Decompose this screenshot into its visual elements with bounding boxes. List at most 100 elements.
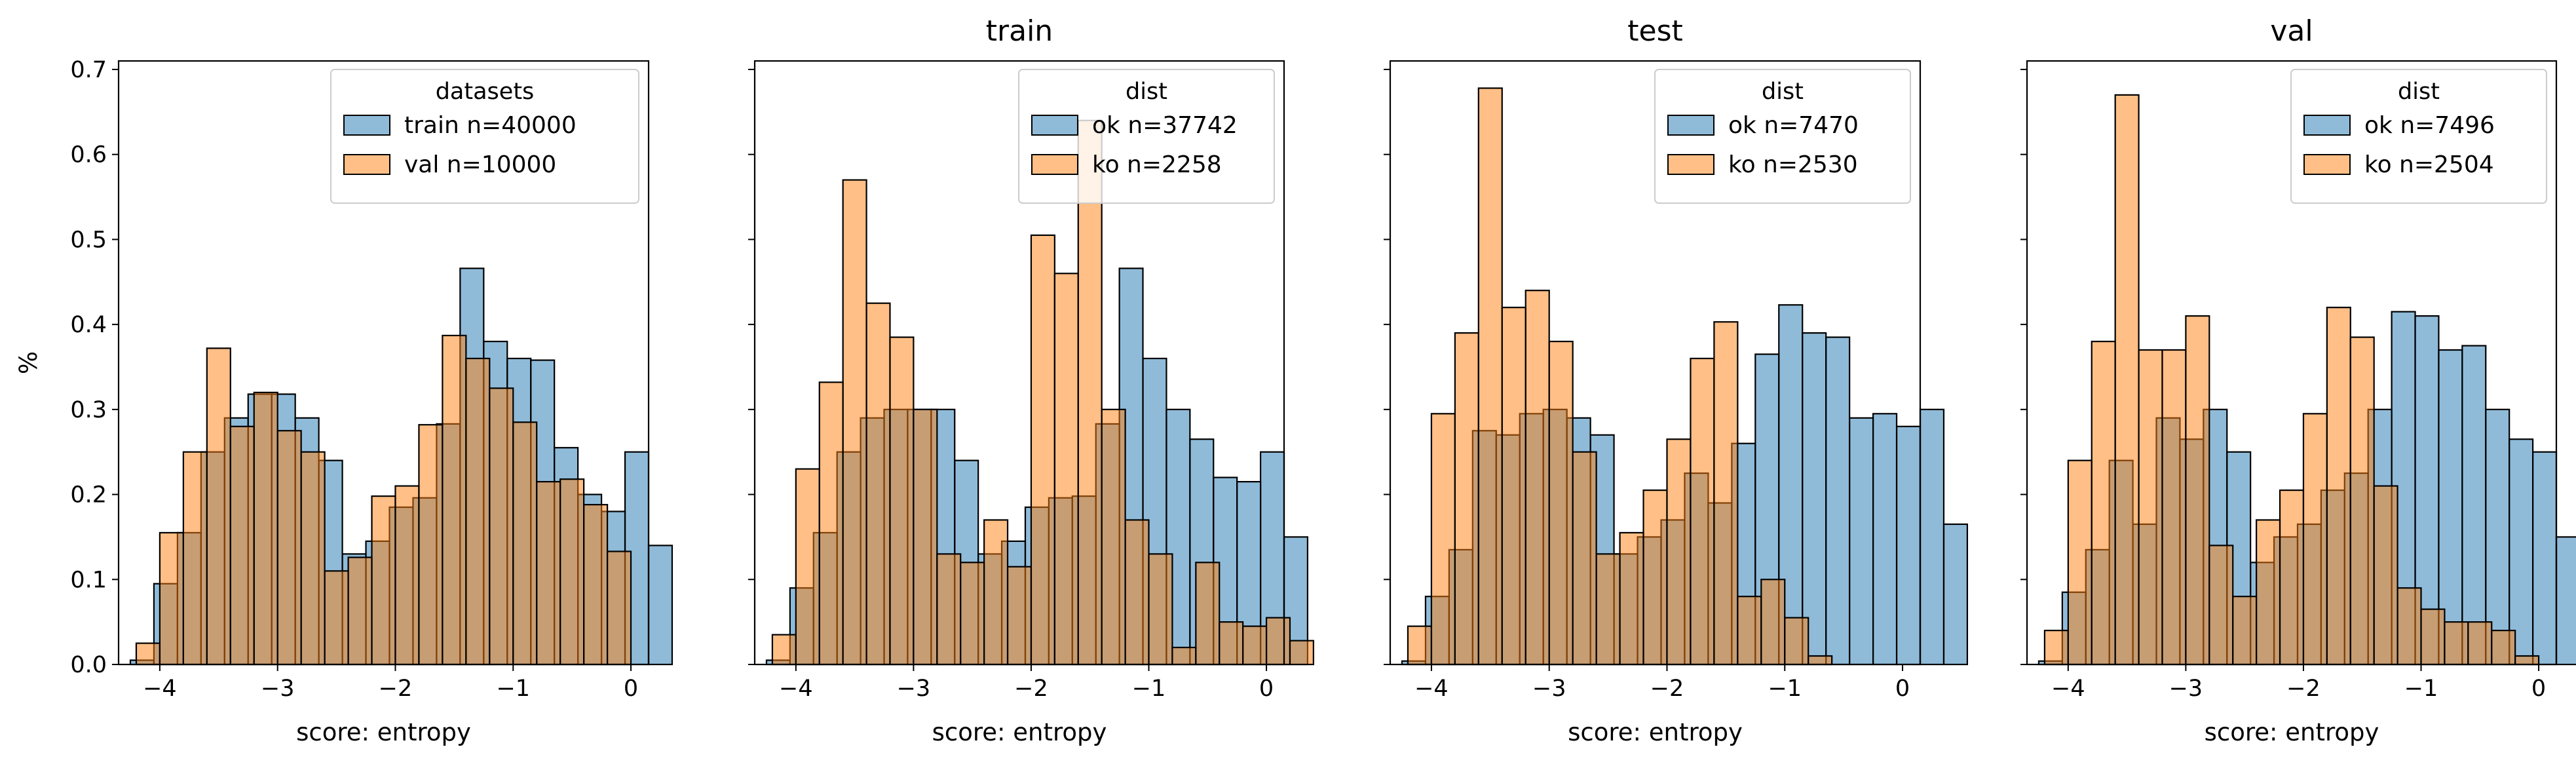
y-axis-label: % [14,351,43,374]
histogram-bar [418,424,444,666]
legend-entry-label: ko n=2530 [1728,151,1858,178]
x-tick-label: −2 [2286,676,2320,702]
legend-swatch-orange [1031,154,1078,175]
histogram-bar [347,556,373,666]
histogram-bar [2491,630,2516,666]
axes-frame [117,60,650,666]
y-tick-label: 0.7 [70,57,107,83]
x-tick-label: −3 [2169,676,2203,702]
histogram-bar [1006,566,1032,666]
histogram-bar [2555,536,2576,666]
x-tick-label: −2 [1014,676,1048,702]
legend-entry-label: val n=10000 [404,151,556,178]
histogram-bar [771,634,797,666]
legend-title: dist [1762,79,1804,105]
histogram-bar [1477,87,1503,666]
histogram-bar [842,179,867,666]
histogram-bar [1619,531,1644,666]
legend-entry-label: ok n=7470 [1728,112,1859,139]
histogram-bar [206,347,231,666]
histogram-bar [865,302,891,666]
histogram-bar [229,425,255,666]
histogram-bar [559,478,585,666]
axes-frame [753,60,1285,666]
histogram-bar [1895,425,1922,666]
histogram-bar [2461,345,2487,666]
histogram-bar [300,451,326,666]
histogram-bar [2279,489,2305,666]
legend: datasets train n=40000 val n=10000 [330,69,639,204]
legend-swatch-orange [343,154,390,175]
histogram-panel-3: −4 −3 −2 −1 0 score: entropy test dist ok n=7470… [1384,14,1969,746]
legend-box [1654,69,1911,204]
histogram-bar [253,391,278,666]
histogram-bar [1690,357,1715,666]
histogram-bar [182,451,208,666]
x-tick-label: −3 [1532,676,1566,702]
histogram-bar [606,550,632,666]
histogram-bar [2302,413,2328,666]
histogram-bar [1642,489,1668,666]
histogram-panel-2: −4 −3 −2 −1 0 score: entropy train dist ok n=377… [748,14,1314,746]
histogram-bar [276,430,302,666]
histogram-bar [2349,336,2375,666]
x-tick-label: −3 [261,676,295,702]
histogram-bar [1760,579,1786,666]
x-axis-label: score: entropy [1568,718,1743,746]
x-tick-label: −1 [2404,676,2438,702]
legend-title: dist [2398,79,2440,105]
histogram-bar [1825,336,1851,666]
histogram-bar [1525,290,1550,666]
histogram-bar [1713,321,1739,666]
legend-swatch-blue [2303,115,2351,136]
legend-box [2290,69,2547,204]
histogram-bar [1454,332,1479,666]
legend-title: datasets [436,79,535,105]
legend-swatch-blue [343,115,390,136]
histogram-bar [2373,485,2398,666]
legend-swatch-blue [1667,115,1714,136]
histogram-bar [983,519,1009,666]
legend: dist ok n=7470 ko n=2530 [1654,69,1911,204]
series-orange [771,119,1314,666]
histogram-bar [2067,459,2093,666]
y-tick-label: 0.4 [70,312,107,338]
histogram-bar [2185,315,2210,666]
x-tick-label: −1 [1132,676,1166,702]
x-tick-label: 0 [624,676,638,702]
histogram-bar [583,504,609,666]
histogram-bar [371,495,396,666]
histogram-bar [489,387,514,666]
histogram-bar [2232,596,2258,666]
x-tick-label: −2 [379,676,413,702]
series-orange [135,334,632,666]
axes-frame [1389,60,1922,666]
histogram-panel-1: −4 −3 −2 −1 0 0.0 0.1 0.2 0.3 0.4 0.5 0.6 0.7 score: … [14,57,673,746]
histogram-bar [2326,307,2351,666]
histogram-bar [512,421,538,666]
histogram-bar [1171,646,1197,666]
histogram-bar [1784,617,1809,666]
legend-entry-label: ok n=7496 [2364,112,2495,139]
histogram-bar [1124,519,1150,666]
y-tick-label: 0.1 [70,567,107,593]
histogram-bar [1737,596,1762,666]
legend-box [330,69,639,204]
histogram-bar [647,545,673,666]
legend-swatch-blue [1031,115,1078,136]
histogram-bar [324,570,349,666]
histogram-bar [1219,621,1244,666]
x-tick-label: −4 [143,676,177,702]
histogram-bar [960,562,985,666]
histogram-bar [2420,608,2446,666]
legend: dist ok n=37742 ko n=2258 [1018,69,1275,204]
histogram-bar [1919,408,1945,666]
histogram-bar [1849,417,1874,666]
x-tick-label: 0 [2531,676,2546,702]
legend-entry-label: train n=40000 [404,112,577,139]
histogram-bar [2138,349,2163,666]
legend-entry-label: ko n=2504 [2364,151,2494,178]
legend-swatch-orange [1667,154,1714,175]
histogram-bar [1195,562,1221,666]
histogram-bar [1053,273,1079,666]
